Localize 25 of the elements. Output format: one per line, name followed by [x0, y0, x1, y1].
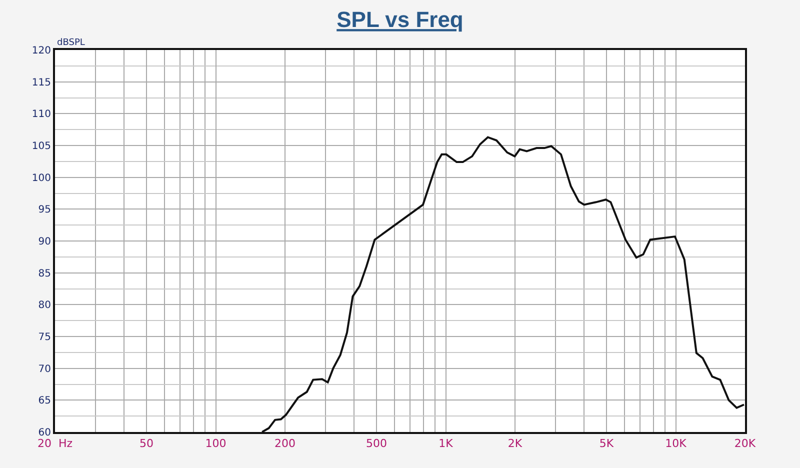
x-tick-label: 200: [274, 437, 296, 450]
x-tick-label: 10K: [665, 437, 688, 450]
x-tick-label: 20K: [734, 437, 756, 450]
x-tick-label: 100: [205, 437, 226, 450]
x-tick-label: 2K: [508, 437, 523, 450]
y-tick-label: 75: [38, 332, 51, 343]
y-tick-label: 85: [38, 268, 51, 280]
y-tick-label: 100: [32, 172, 51, 184]
y-tick-label: 70: [38, 364, 51, 375]
y-tick-label: 65: [38, 396, 51, 407]
x-tick-label: 20 Hz: [37, 437, 73, 450]
y-tick-label: 105: [32, 141, 51, 152]
y-tick-label: 80: [38, 300, 51, 312]
x-tick-label: 1K: [438, 437, 454, 450]
y-tick-label: 120: [32, 46, 51, 56]
x-tick-label: 500: [366, 437, 388, 450]
x-tick-label: 50: [140, 437, 154, 450]
y-tick-label: 60: [38, 428, 51, 438]
y-tick-label: 110: [32, 109, 51, 120]
chart-title: SPL vs Freq: [336, 7, 464, 32]
x-tick-label: 5K: [599, 437, 614, 450]
y-tick-label: 95: [38, 204, 51, 216]
y-tick-label: 90: [38, 236, 51, 248]
y-tick-label: 115: [32, 77, 51, 88]
y-axis-title: dBSPL: [57, 38, 85, 48]
